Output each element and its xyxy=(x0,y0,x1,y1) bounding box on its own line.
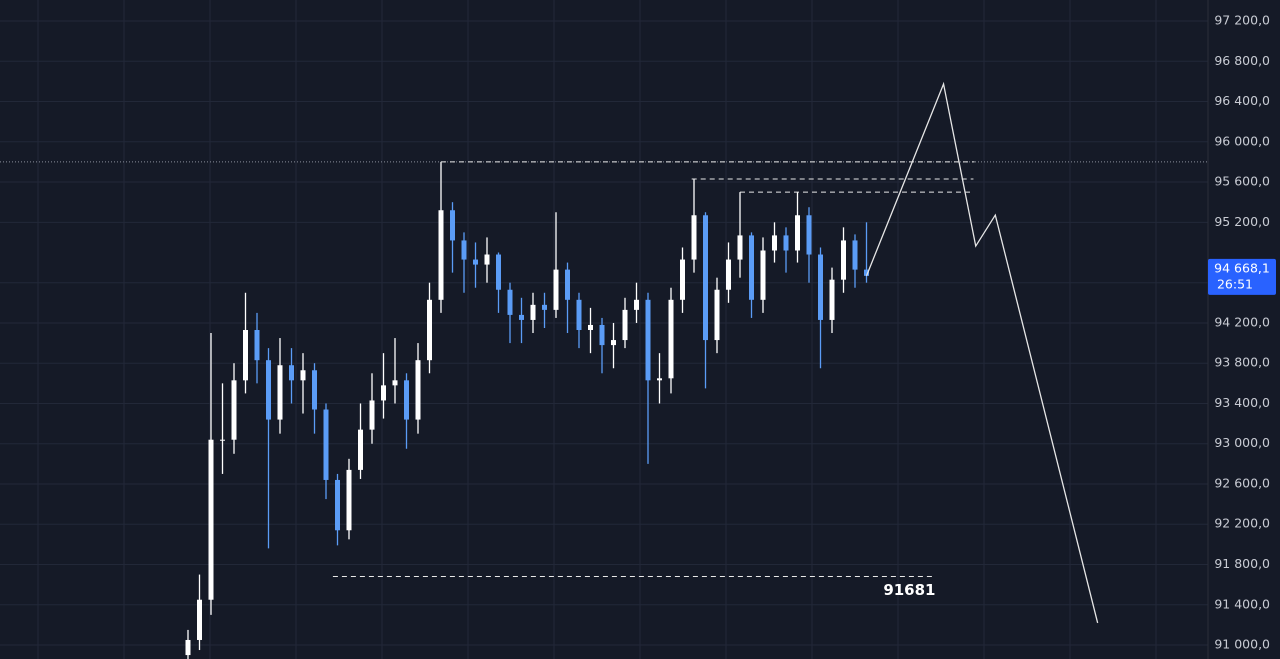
candle-body xyxy=(553,269,559,310)
y-tick-label: 95 200,0 xyxy=(1214,214,1270,229)
candle-body xyxy=(795,215,800,251)
candle-body xyxy=(404,380,409,420)
candle-body xyxy=(507,289,513,315)
y-tick-label: 94 200,0 xyxy=(1214,314,1270,329)
candle-body xyxy=(737,235,743,260)
candle-body xyxy=(392,380,398,386)
price-tag-label: 94 668,1 xyxy=(1214,260,1270,275)
candle-body xyxy=(415,360,421,420)
candle-body xyxy=(806,215,812,255)
candle-body xyxy=(829,279,835,320)
candle-body xyxy=(243,330,248,381)
y-tick-label: 95 600,0 xyxy=(1214,174,1270,189)
candle-body xyxy=(691,215,697,260)
countdown: 26:51 xyxy=(1217,276,1253,291)
level-label: 91681 xyxy=(883,581,935,599)
projection-line xyxy=(865,81,1099,624)
candle-body xyxy=(438,210,444,300)
candle-body xyxy=(611,340,616,346)
candle-body xyxy=(266,360,271,420)
candle-body xyxy=(519,314,524,320)
y-tick-label: 97 200,0 xyxy=(1214,13,1270,28)
y-tick-label: 93 400,0 xyxy=(1214,395,1270,410)
candle-body xyxy=(668,299,674,379)
candle-body xyxy=(300,370,306,381)
candle-body xyxy=(680,259,685,300)
candle-body xyxy=(312,370,317,410)
candle-body xyxy=(484,254,490,265)
candle-body xyxy=(657,378,662,381)
candle-body xyxy=(277,365,283,420)
y-tick-label: 91 400,0 xyxy=(1214,596,1270,611)
candle-body xyxy=(473,259,478,265)
y-tick-label: 96 400,0 xyxy=(1214,93,1270,108)
candle-body xyxy=(565,269,570,300)
y-tick-label: 96 800,0 xyxy=(1214,53,1270,68)
candle-body xyxy=(772,235,777,251)
candle-body xyxy=(714,289,720,341)
candle-body xyxy=(197,599,202,640)
candle-body xyxy=(427,299,432,361)
candle-body xyxy=(634,299,639,310)
candle-body xyxy=(369,400,375,430)
candle-body xyxy=(381,385,386,401)
candle-body xyxy=(530,304,536,320)
candle-body xyxy=(783,235,789,251)
candle-body xyxy=(818,254,823,320)
y-tick-label: 93 000,0 xyxy=(1214,435,1270,450)
y-tick-label: 96 000,0 xyxy=(1214,133,1270,148)
y-tick-label: 91 000,0 xyxy=(1214,637,1270,652)
y-tick-label: 92 600,0 xyxy=(1214,475,1270,490)
y-tick-label: 93 800,0 xyxy=(1214,355,1270,370)
candle-body xyxy=(335,479,340,531)
candle-body xyxy=(576,299,582,331)
candle-body xyxy=(749,235,754,300)
candle-body xyxy=(864,269,869,276)
y-tick-label: 92 200,0 xyxy=(1214,516,1270,531)
candle-body xyxy=(622,309,628,341)
candle-body xyxy=(496,254,501,290)
candle-body xyxy=(220,439,225,441)
candle-body xyxy=(703,215,708,341)
candle-body xyxy=(841,240,846,280)
candle-body xyxy=(323,409,329,480)
y-tick-label: 91 800,0 xyxy=(1214,556,1270,571)
candle-body xyxy=(358,429,363,470)
candle-body xyxy=(185,639,191,656)
candle-body xyxy=(599,324,605,346)
candle-body xyxy=(542,304,547,310)
candle-body xyxy=(450,210,455,241)
candle-body xyxy=(231,380,237,440)
candle-body xyxy=(588,324,593,331)
candle-body xyxy=(461,240,467,260)
price-tag xyxy=(1208,258,1276,295)
candle-body xyxy=(852,240,858,270)
candle-body xyxy=(346,469,352,531)
candle-body xyxy=(645,299,651,381)
candle-body xyxy=(760,250,766,300)
candle-body xyxy=(254,330,260,361)
candle-body xyxy=(289,365,294,381)
candle-body xyxy=(726,259,731,290)
candle-body xyxy=(208,439,214,600)
